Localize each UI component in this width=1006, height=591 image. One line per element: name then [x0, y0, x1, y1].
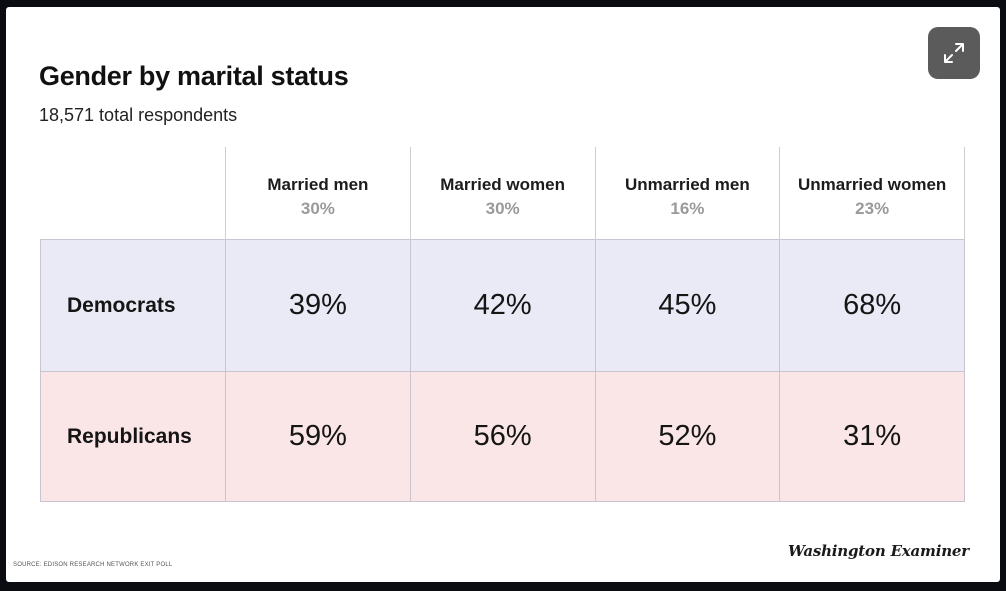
column-header: Unmarried women 23%: [779, 147, 965, 240]
republicans-row: Republicans 59% 56% 52% 31%: [40, 371, 965, 502]
publisher-logo: Washington Examiner: [788, 534, 969, 568]
column-share: 16%: [670, 199, 705, 218]
column-label: Married women: [440, 175, 565, 194]
column-label: Married men: [267, 175, 369, 194]
column-header: Unmarried men 16%: [594, 147, 780, 240]
chart-subtitle: 18,571 total respondents: [39, 105, 238, 125]
data-cell: 68%: [779, 239, 965, 372]
header-corner: [41, 147, 226, 240]
data-cell: 42%: [409, 239, 596, 372]
expand-icon: [944, 43, 964, 63]
logo-wordmark: Washington Examiner: [788, 542, 969, 560]
chart-card: Gender by marital status 18,571 total re…: [6, 7, 1000, 582]
row-label: Democrats: [40, 239, 226, 372]
column-label: Unmarried men: [625, 175, 750, 194]
column-share: 23%: [855, 199, 890, 218]
data-cell: 45%: [594, 239, 781, 372]
column-header: Married men 30%: [225, 147, 411, 240]
header-row: Married men 30% Married women 30% Unmarr…: [41, 147, 965, 240]
column-label: Unmarried women: [797, 175, 947, 194]
data-cell: 31%: [779, 371, 965, 502]
column-share: 30%: [485, 199, 520, 218]
column-header: Married women 30%: [409, 147, 595, 240]
data-cell: 56%: [409, 371, 596, 502]
data-cell: 39%: [225, 239, 411, 372]
row-label: Republicans: [40, 371, 226, 502]
expand-button[interactable]: [928, 27, 980, 79]
data-cell: 52%: [594, 371, 781, 502]
column-share: 30%: [300, 199, 335, 218]
democrats-row: Democrats 39% 42% 45% 68%: [40, 239, 965, 372]
results-table: Married men 30% Married women 30% Unmarr…: [40, 147, 965, 502]
data-cell: 59%: [225, 371, 411, 502]
source-note: SOURCE: EDISON RESEARCH NETWORK EXIT POL…: [13, 562, 173, 568]
chart-title: Gender by marital status: [39, 61, 349, 91]
